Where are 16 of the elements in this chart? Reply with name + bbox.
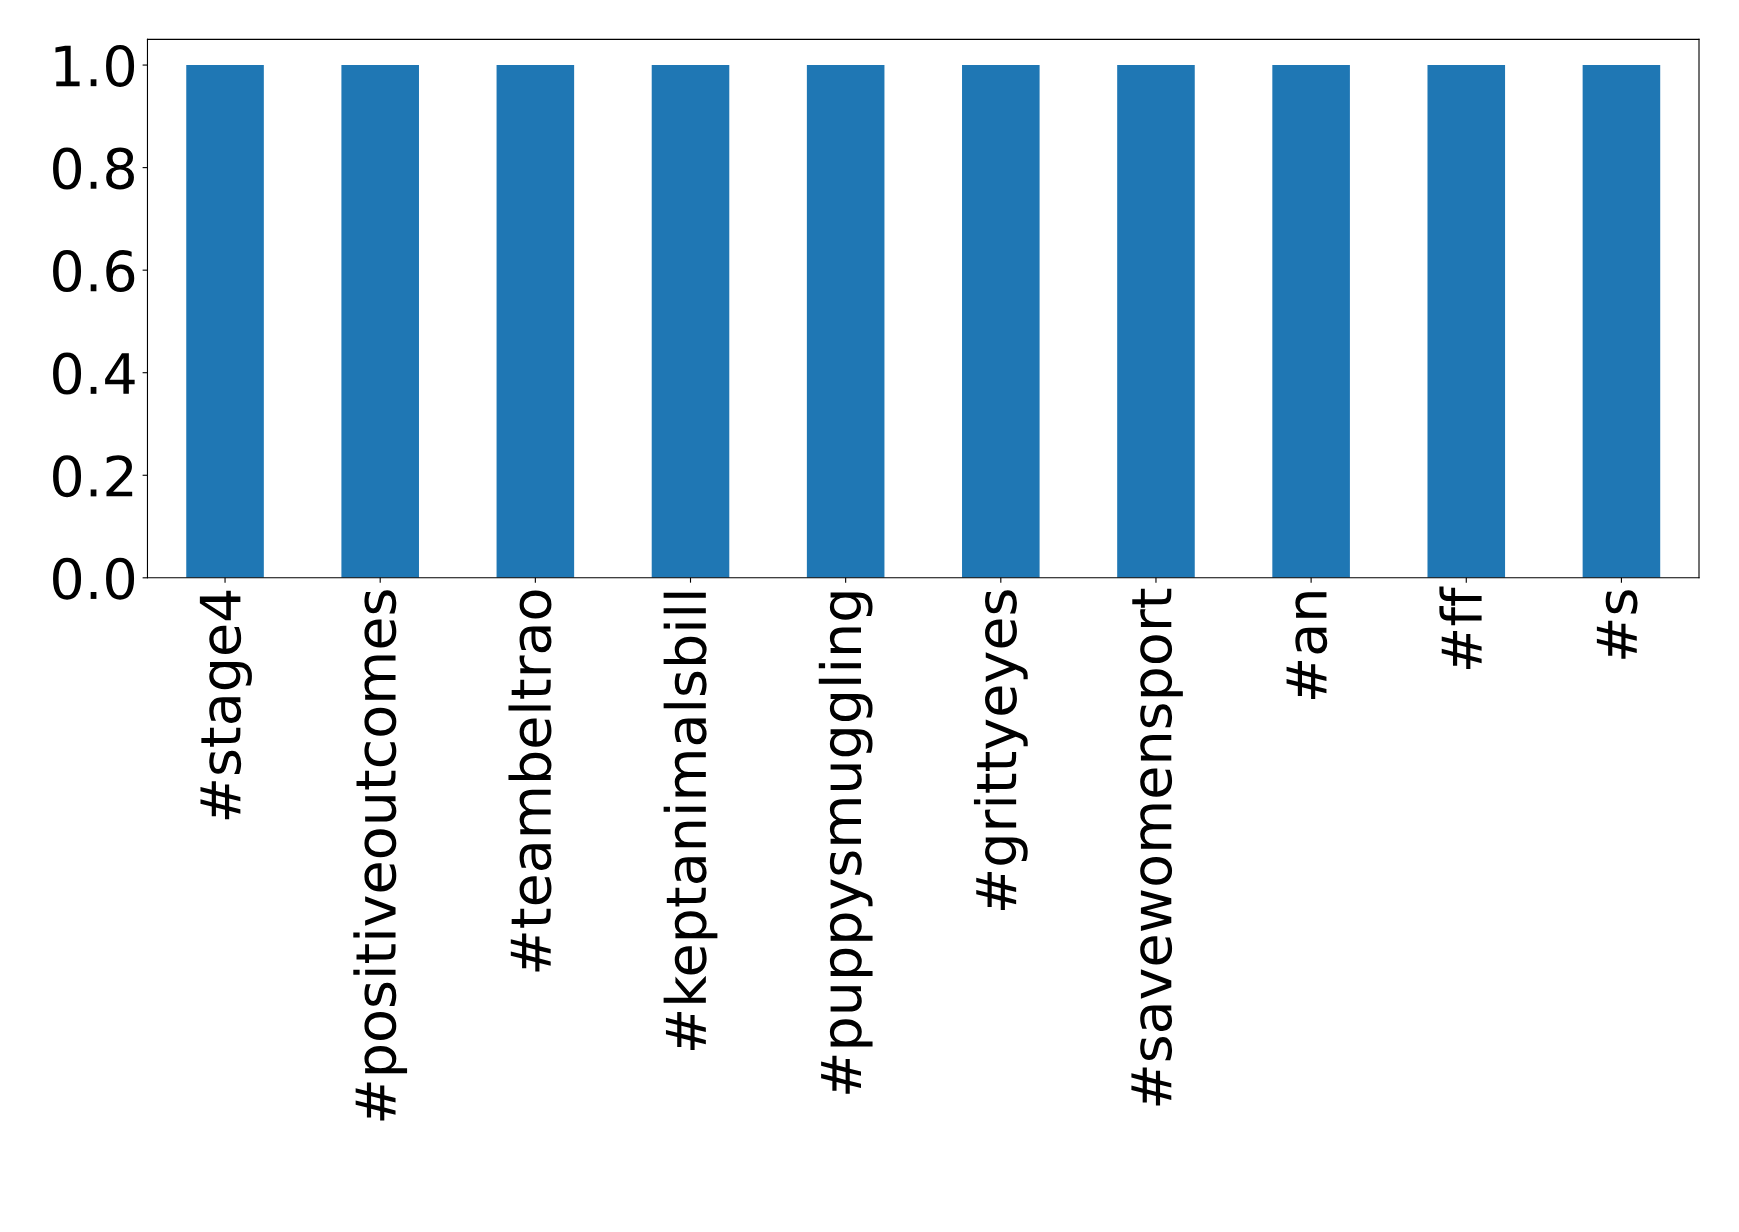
y-tick-label: 0.8 [53, 147, 134, 190]
x-tick-label: #keptanimalsbill [663, 592, 718, 1050]
x-tick-label: #positiveoutcomes [353, 590, 408, 1121]
x-tick-label: #s [1596, 590, 1638, 659]
y-tick-label: 0.4 [53, 352, 135, 395]
x-tick-label: #an [1286, 592, 1328, 700]
y-tick-label: 0.2 [53, 455, 133, 498]
x-tick-label: #savewomensport [1131, 588, 1183, 1106]
x-tick-label: #grittyeyes [973, 590, 1028, 910]
x-tick-label: #ff [1439, 586, 1482, 669]
x-tick-label: #stage4 [199, 590, 252, 820]
y-tick-label: 1.0 [55, 44, 135, 87]
y-tick-label: 0.0 [53, 557, 135, 600]
x-tick-label: #teambeltrao [508, 590, 552, 972]
y-tick-label: 0.6 [53, 250, 135, 293]
x-tick-label: #puppysmuggling [818, 592, 873, 1094]
